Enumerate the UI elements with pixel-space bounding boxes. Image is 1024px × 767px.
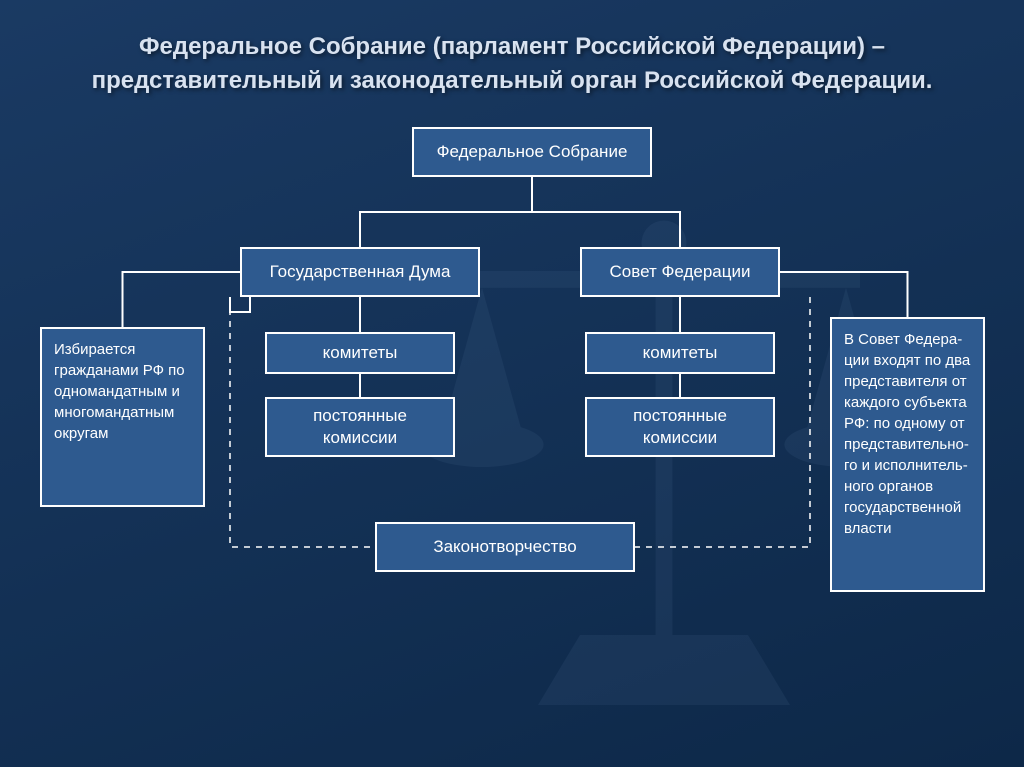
- node-sovfed-description: В Совет Федера­ции входят по два предста…: [830, 317, 985, 592]
- node-duma-commissions: постоянные комиссии: [265, 397, 455, 457]
- org-chart: Федеральное Собрание Государственная Дум…: [40, 127, 984, 707]
- node-sovfed-committees: комитеты: [585, 332, 775, 374]
- node-state-duma: Государственная Дума: [240, 247, 480, 297]
- node-federation-council: Совет Федерации: [580, 247, 780, 297]
- node-duma-description: Избирается гражданами РФ по одномандатны…: [40, 327, 205, 507]
- node-duma-committees: комитеты: [265, 332, 455, 374]
- node-federal-assembly: Федеральное Собрание: [412, 127, 652, 177]
- slide-title: Федеральное Собрание (парламент Российск…: [40, 30, 984, 97]
- node-legislation: Законотворчество: [375, 522, 635, 572]
- slide: Федеральное Собрание (парламент Российск…: [0, 0, 1024, 767]
- node-sovfed-commissions: постоянные комиссии: [585, 397, 775, 457]
